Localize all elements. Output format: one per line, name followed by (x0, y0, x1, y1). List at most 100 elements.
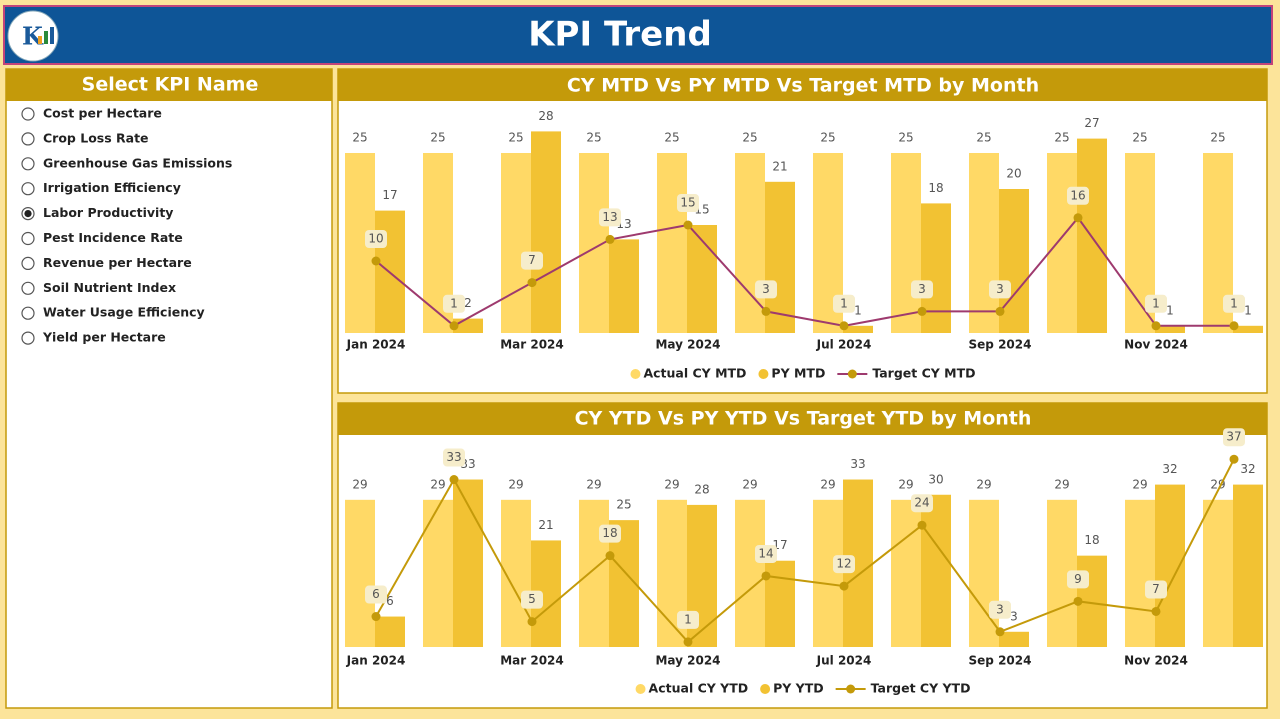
data-label: 2 (464, 296, 472, 310)
bar (1203, 499, 1233, 647)
data-label-box (1145, 294, 1167, 313)
line-marker (839, 321, 849, 331)
radio[interactable] (21, 306, 35, 320)
radio[interactable] (21, 107, 35, 121)
bar (969, 153, 999, 333)
legend-marker (758, 369, 769, 379)
line-marker (605, 551, 615, 561)
slicer-option[interactable]: Greenhouse Gas Emissions (21, 155, 232, 171)
bar (423, 499, 453, 647)
slicer-option[interactable]: Labor Productivity (21, 205, 173, 221)
radio[interactable] (21, 157, 35, 171)
data-label-box (989, 280, 1011, 299)
option-label[interactable]: Cost per Hectare (43, 106, 162, 121)
x-tick-label: Sep 2024 (969, 338, 1032, 352)
slicer-option[interactable]: Revenue per Hectare (21, 255, 192, 270)
line-marker (449, 475, 459, 485)
data-label: 25 (430, 131, 445, 145)
radio[interactable] (21, 281, 35, 295)
header-bar (3, 5, 1273, 65)
slicer-option[interactable]: Yield per Hectare (21, 330, 166, 345)
data-label: 28 (538, 109, 553, 123)
option-label[interactable]: Pest Incidence Rate (43, 230, 183, 245)
data-label: 1 (1152, 296, 1160, 310)
legend: Actual CY YTD PY YTD Target CY YTD (635, 681, 970, 696)
option-label[interactable]: Water Usage Efficiency (43, 305, 205, 320)
data-label: 3 (918, 282, 926, 296)
bar (1047, 153, 1077, 333)
option-label[interactable]: Soil Nutrient Index (43, 280, 176, 295)
data-label: 1 (1230, 296, 1238, 310)
option-label[interactable]: Crop Loss Rate (43, 130, 149, 145)
bar (765, 181, 795, 333)
bar (657, 153, 687, 333)
slicer-header (6, 69, 332, 101)
bar (813, 499, 843, 647)
data-label-box (989, 600, 1011, 619)
legend-label: Actual CY YTD (649, 681, 749, 696)
data-label: 29 (1132, 477, 1147, 491)
data-label: 3 (996, 602, 1004, 616)
slicer-option[interactable]: Soil Nutrient Index (21, 280, 176, 295)
data-label-box (755, 280, 777, 299)
data-label: 18 (602, 526, 617, 540)
data-label: 3 (1010, 609, 1018, 623)
radio[interactable] (21, 256, 35, 270)
data-label: 32 (1162, 462, 1177, 476)
data-label-box (1223, 294, 1245, 313)
data-label-box (443, 294, 465, 313)
bar (609, 239, 639, 333)
slicer-option[interactable]: Irrigation Efficiency (21, 180, 181, 196)
slicer-option[interactable]: Crop Loss Rate (21, 130, 149, 146)
option-label[interactable]: Labor Productivity (43, 205, 173, 220)
x-tick-label: May 2024 (655, 654, 720, 668)
data-label: 17 (382, 188, 397, 202)
line-marker (683, 637, 693, 647)
line-marker (1151, 606, 1161, 616)
data-label-box (1145, 580, 1167, 599)
line-marker (917, 520, 927, 530)
radio[interactable] (21, 231, 35, 246)
data-label: 30 (928, 472, 943, 486)
radio-dot (24, 210, 32, 218)
data-label-box (599, 524, 621, 543)
data-label: 16 (1070, 188, 1085, 202)
line-marker (683, 220, 693, 230)
option-label[interactable]: Greenhouse Gas Emissions (43, 155, 232, 170)
data-label: 33 (446, 450, 461, 464)
data-label: 15 (680, 196, 695, 210)
bar (687, 225, 717, 333)
option-label[interactable]: Irrigation Efficiency (43, 180, 181, 195)
bar (735, 499, 765, 647)
radio[interactable] (21, 182, 35, 196)
data-label: 25 (616, 498, 631, 512)
data-label: 37 (1226, 430, 1241, 444)
legend-marker (635, 684, 646, 694)
legend-marker (630, 369, 641, 379)
data-label: 25 (898, 131, 913, 145)
bar (1233, 325, 1263, 333)
slicer-option[interactable]: Cost per Hectare (21, 106, 162, 121)
option-label[interactable]: Revenue per Hectare (43, 255, 192, 270)
data-label: 1 (840, 296, 848, 310)
bar (1125, 499, 1155, 647)
option-label[interactable]: Yield per Hectare (42, 330, 166, 345)
legend-marker (847, 369, 857, 379)
data-label: 7 (528, 253, 536, 267)
line-marker (371, 612, 381, 622)
data-label: 6 (372, 587, 380, 601)
slicer-title: Select KPI Name (82, 74, 259, 96)
data-label-box (833, 294, 855, 313)
slicer-option[interactable]: Pest Incidence Rate (21, 230, 183, 246)
chart: Jan 2024 Mar 2024 May 2024 Jul 2024 Sep 2024… (345, 428, 1263, 696)
slicer-option[interactable]: Water Usage Efficiency (21, 305, 205, 320)
radio[interactable] (21, 132, 35, 146)
data-label-box (443, 448, 465, 467)
radio[interactable] (21, 331, 35, 345)
x-tick-label: Nov 2024 (1124, 654, 1188, 668)
data-label: 29 (898, 477, 913, 491)
line-marker (761, 571, 771, 581)
x-tick-label: Jan 2024 (346, 654, 406, 668)
x-tick-label: Sep 2024 (969, 654, 1032, 668)
